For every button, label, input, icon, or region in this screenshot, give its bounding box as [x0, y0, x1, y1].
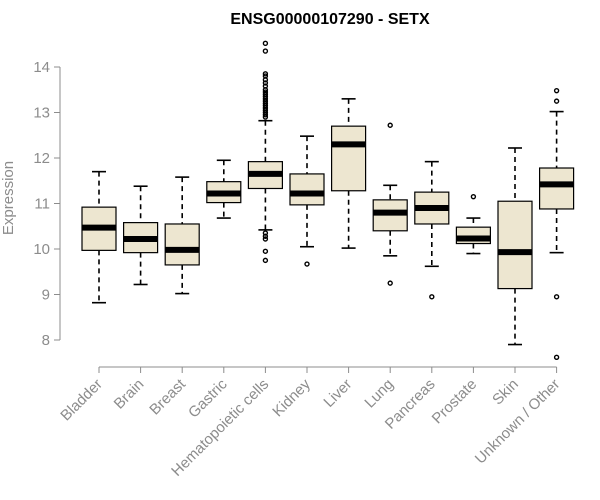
y-tick-label: 9 — [42, 287, 50, 304]
x-tick-label: Brain — [111, 376, 148, 413]
chart-title: ENSG00000107290 - SETX — [230, 11, 430, 28]
outlier-point — [262, 233, 269, 239]
box-group — [331, 98, 367, 249]
outlier-point — [262, 71, 269, 77]
outlier-point — [553, 294, 560, 300]
outlier-point — [262, 257, 269, 264]
outlier-point — [262, 48, 269, 54]
x-tick-label: Liver — [320, 376, 355, 411]
outlier-point — [387, 280, 393, 286]
x-tick-label: Lung — [361, 376, 397, 412]
x-tick-label: Breast — [146, 375, 189, 418]
outlier-point — [262, 248, 269, 254]
outlier-point — [553, 354, 560, 360]
outlier-point — [262, 80, 269, 86]
outlier-point — [262, 77, 269, 83]
box-group — [122, 185, 159, 286]
outlier-point — [553, 98, 560, 104]
y-axis-label: Expression — [0, 161, 17, 235]
x-tick-label: Bladder — [57, 376, 106, 425]
outlier-point — [387, 122, 393, 128]
box-group — [81, 170, 117, 304]
x-tick-label: Prostate — [429, 376, 481, 428]
x-tick-label: Skin — [489, 376, 522, 409]
outlier-point — [304, 261, 310, 267]
box-group — [538, 87, 575, 360]
y-tick-label: 8 — [42, 332, 50, 349]
iqr-box — [538, 167, 575, 210]
y-tick-label: 14 — [33, 59, 50, 76]
box-group — [455, 193, 491, 255]
y-tick-label: 13 — [33, 105, 50, 122]
box-group — [497, 147, 533, 346]
box-group — [247, 40, 283, 264]
outlier-point — [262, 236, 269, 242]
box-group — [414, 160, 450, 300]
y-axis: 8 9 10 11 12 13 14 — [33, 59, 61, 349]
iqr-box — [331, 125, 367, 192]
outlier-point — [262, 40, 269, 47]
outlier-point — [470, 193, 477, 200]
boxes — [81, 40, 575, 360]
outlier-point — [262, 112, 269, 118]
box-group — [372, 122, 408, 286]
box-group — [289, 135, 325, 267]
x-tick-label: Kidney — [269, 375, 314, 420]
outlier-point — [262, 114, 269, 120]
outlier-point — [262, 230, 269, 236]
outlier-point — [429, 294, 435, 300]
y-tick-label: 11 — [34, 196, 50, 213]
iqr-box — [289, 173, 325, 206]
y-tick-label: 12 — [33, 150, 50, 167]
iqr-box — [497, 200, 533, 290]
iqr-box — [164, 223, 200, 266]
outlier-point — [553, 87, 560, 94]
box-group — [164, 176, 200, 295]
y-tick-label: 10 — [33, 241, 50, 258]
box-group — [206, 159, 242, 219]
